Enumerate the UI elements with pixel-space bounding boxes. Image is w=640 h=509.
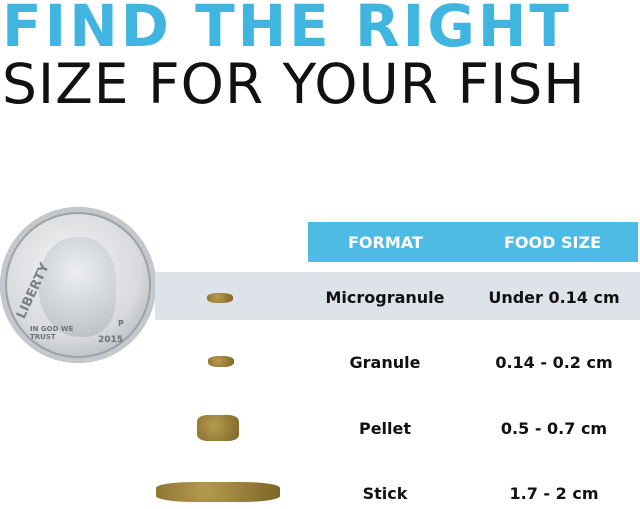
coin-motto: IN GOD WE TRUST (30, 325, 74, 341)
row-size: 0.14 - 0.2 cm (495, 353, 613, 372)
table-row-shade (155, 272, 640, 320)
row-size: Under 0.14 cm (488, 288, 620, 307)
header-format: FORMAT (348, 233, 423, 252)
title-line-2: SIZE FOR YOUR FISH (2, 52, 586, 116)
coin-mint: P (118, 319, 124, 328)
row-size: 1.7 - 2 cm (509, 484, 599, 503)
coin-year: 2015 (98, 335, 124, 345)
stick-image (156, 482, 280, 502)
row-format: Granule (349, 353, 421, 372)
dime-coin-image: LIBERTY IN GOD WE TRUST 2015 P (0, 207, 156, 363)
microgranule-image (207, 293, 233, 303)
row-format: Pellet (358, 419, 412, 438)
header-food-size: FOOD SIZE (504, 233, 601, 252)
row-format: Microgranule (325, 288, 445, 307)
row-size: 0.5 - 0.7 cm (500, 419, 608, 438)
table-header: FORMAT FOOD SIZE (308, 222, 638, 262)
title-line-1: FIND THE RIGHT (2, 0, 572, 60)
row-format: Stick (362, 484, 408, 503)
portrait (38, 237, 116, 337)
granule-image (208, 356, 234, 367)
pellet-image (197, 415, 239, 441)
